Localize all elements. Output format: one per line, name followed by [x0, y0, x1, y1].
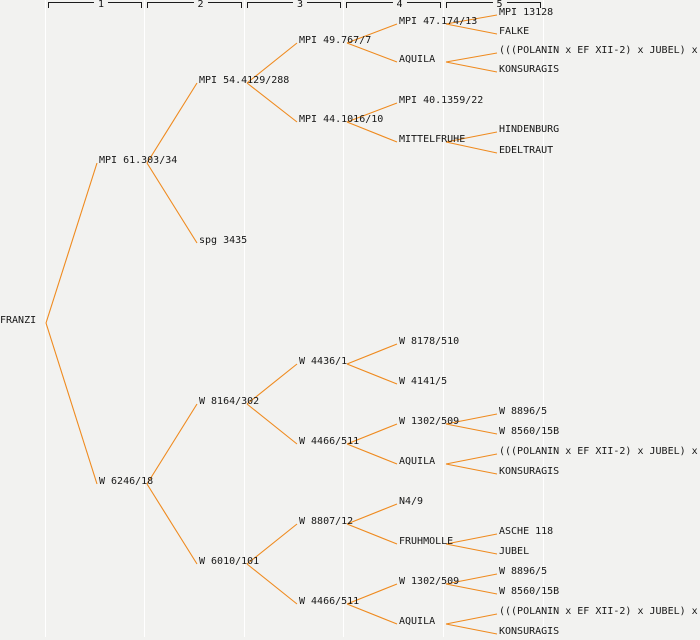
tree-node-label[interactable]: MPI 47.174/13: [399, 16, 478, 27]
tree-edge: [346, 423, 398, 445]
generation-number: 3: [292, 0, 308, 10]
tree-edge: [445, 463, 498, 475]
tree-node-label[interactable]: W 1302/509: [399, 416, 460, 427]
tree-edge: [346, 42, 398, 63]
tree-edge: [346, 102, 398, 123]
tree-edge: [445, 613, 498, 625]
tree-node-label[interactable]: MPI 13128: [499, 7, 554, 18]
generation-number: 2: [193, 0, 208, 10]
tree-edge: [346, 121, 398, 143]
tree-node-label[interactable]: W 8164/302: [199, 396, 260, 407]
tree-edge: [246, 563, 298, 605]
tree-node-label[interactable]: KONSURAGIS: [499, 64, 560, 75]
tree-node-label[interactable]: W 4141/5: [399, 376, 448, 387]
tree-edge: [346, 343, 398, 365]
tree-node-label[interactable]: W 8896/5: [499, 566, 548, 577]
tree-edge: [445, 573, 498, 585]
tree-node-label[interactable]: MITTELFRUHE: [399, 134, 466, 145]
tree-edge: [246, 82, 298, 123]
tree-edge: [445, 14, 498, 25]
tree-edge: [346, 523, 398, 545]
tree-node-label[interactable]: JUBEL: [499, 546, 530, 557]
column-gridline: [144, 0, 145, 637]
tree-node-label[interactable]: FALKE: [499, 26, 530, 37]
tree-edge: [246, 523, 298, 565]
tree-edge: [445, 543, 498, 555]
tree-edge: [445, 61, 498, 73]
tree-node-label[interactable]: KONSURAGIS: [499, 626, 560, 637]
tree-edge: [346, 503, 398, 525]
tree-edge: [445, 583, 498, 595]
tree-node-label[interactable]: MPI 54.4129/288: [199, 75, 290, 86]
tree-edge: [346, 363, 398, 385]
tree-node-label[interactable]: (((POLANIN x EF XII-2) x JUBEL) x: [499, 446, 698, 457]
tree-edge: [246, 42, 298, 84]
tree-edge: [445, 141, 498, 154]
tree-node-label[interactable]: W 1302/509: [399, 576, 460, 587]
tree-edge: [346, 23, 398, 44]
tree-edge: [346, 603, 398, 625]
tree-edge: [445, 23, 498, 35]
tree-node-label[interactable]: AQUILA: [399, 54, 436, 65]
tree-node-label[interactable]: (((POLANIN x EF XII-2) x JUBEL) x: [499, 606, 698, 617]
tree-edge: [445, 413, 498, 425]
tree-edge: [346, 583, 398, 605]
generation-bracket: 4: [346, 0, 441, 10]
tree-node-label[interactable]: spg 3435: [199, 235, 248, 246]
tree-node-label[interactable]: AQUILA: [399, 616, 436, 627]
tree-node-label[interactable]: W 8807/12: [299, 516, 354, 527]
generation-number: 4: [392, 0, 407, 10]
tree-edge: [445, 533, 498, 545]
tree-edge: [146, 483, 198, 565]
tree-node-label[interactable]: ASCHE 118: [499, 526, 554, 537]
tree-edge: [445, 52, 498, 63]
tree-node-label[interactable]: AQUILA: [399, 456, 436, 467]
tree-node-label[interactable]: W 8560/15B: [499, 586, 560, 597]
generation-bracket: 5: [446, 0, 541, 10]
tree-node-label[interactable]: N4/9: [399, 496, 424, 507]
tree-edge: [445, 131, 498, 143]
column-gridline: [45, 0, 46, 637]
column-gridline: [343, 0, 344, 637]
tree-edge: [146, 403, 198, 485]
tree-edge: [445, 453, 498, 465]
tree-node-label[interactable]: W 4436/1: [299, 356, 348, 367]
column-gridline: [543, 0, 544, 637]
tree-edge: [246, 403, 298, 445]
generation-number: 5: [492, 0, 507, 10]
generation-bracket: 3: [247, 0, 341, 10]
tree-node-label[interactable]: FRUHMOLLE: [399, 536, 454, 547]
generation-number: 1: [93, 0, 109, 10]
tree-edge: [146, 162, 198, 244]
tree-node-label[interactable]: EDELTRAUT: [499, 145, 554, 156]
tree-node-label[interactable]: HINDENBURG: [499, 124, 560, 135]
tree-edge: [45, 162, 98, 324]
tree-node-label[interactable]: W 8178/510: [399, 336, 460, 347]
tree-edge: [445, 623, 498, 635]
tree-edge: [146, 82, 198, 164]
tree-node-label[interactable]: W 8896/5: [499, 406, 548, 417]
tree-node-label[interactable]: W 8560/15B: [499, 426, 560, 437]
tree-node-label[interactable]: W 6010/101: [199, 556, 260, 567]
tree-edge: [346, 443, 398, 465]
generation-bracket: 2: [147, 0, 242, 10]
tree-root-node-label[interactable]: FRANZI: [0, 315, 37, 326]
tree-node-label[interactable]: MPI 44.1016/10: [299, 114, 384, 125]
tree-node-label[interactable]: W 4466/511: [299, 596, 360, 607]
tree-node-label[interactable]: W 6246/18: [99, 476, 154, 487]
tree-node-label[interactable]: W 4466/511: [299, 436, 360, 447]
tree-node-label[interactable]: (((POLANIN x EF XII-2) x JUBEL) x: [499, 45, 698, 56]
tree-node-label[interactable]: MPI 61.303/34: [99, 155, 178, 166]
tree-node-label[interactable]: MPI 49.767/7: [299, 35, 372, 46]
column-gridline: [244, 0, 245, 637]
tree-node-label[interactable]: MPI 40.1359/22: [399, 95, 484, 106]
generation-bracket: 1: [48, 0, 142, 10]
tree-edge: [45, 322, 98, 485]
column-gridline: [443, 0, 444, 637]
tree-node-label[interactable]: KONSURAGIS: [499, 466, 560, 477]
tree-edge: [246, 363, 298, 405]
tree-edge: [445, 423, 498, 435]
